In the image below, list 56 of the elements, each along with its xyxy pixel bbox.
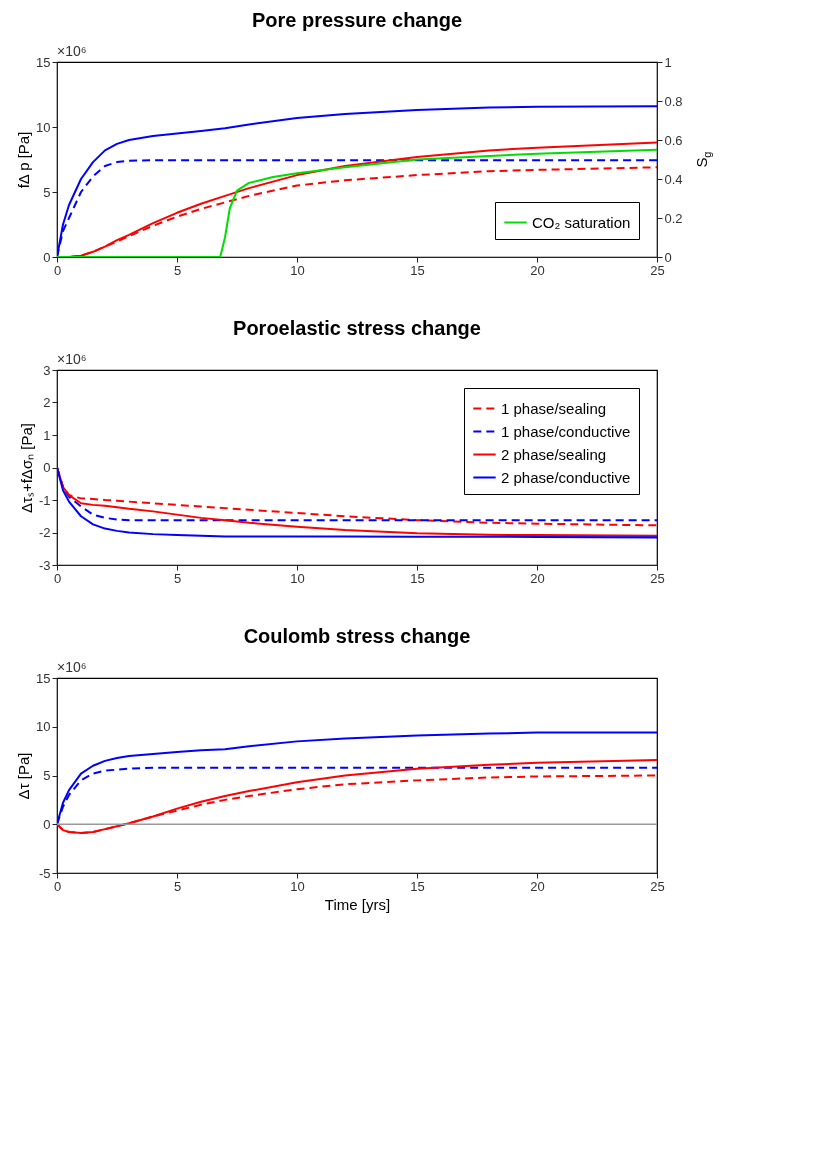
x-tick-label: 5	[173, 878, 182, 894]
x-tick-label: 20	[530, 878, 545, 894]
legend-label: 2 phase/conductive	[501, 468, 631, 486]
x-tick-label: 0	[53, 262, 62, 278]
x-tick-label: 5	[173, 262, 182, 278]
y-axis-title: fΔ p [Pa]	[15, 131, 33, 189]
y-tick-label: 0	[43, 249, 51, 265]
y2-tick-label: 0.8	[664, 93, 683, 109]
y2-tick-label: 0	[664, 249, 672, 265]
chart-title: Pore pressure change	[251, 9, 463, 31]
legend-label: 2 phase/sealing	[501, 445, 607, 463]
y2-tick-label: 1	[664, 54, 672, 70]
chart-title: Coulomb stress change	[243, 625, 471, 647]
legend-label: 1 phase/conductive	[501, 422, 631, 440]
y-tick-label: 2	[43, 395, 51, 410]
x-tick-label: 25	[650, 262, 665, 278]
legend-label: 1 phase/sealing	[501, 399, 607, 417]
y-tick-label: 1	[43, 427, 51, 443]
text: ×10⁶	[57, 659, 87, 675]
y-tick-label: 0	[43, 460, 51, 475]
y-tick-label: -5	[38, 865, 51, 881]
x-tick-label: 15	[410, 570, 425, 586]
x-tick-label: 25	[650, 878, 665, 894]
y-tick-label: 0	[43, 816, 51, 832]
text: ×10⁶	[57, 43, 87, 59]
x-tick-label: 10	[290, 262, 305, 278]
y-tick-label: -2	[38, 525, 51, 540]
x-tick-label: 20	[530, 570, 545, 586]
chart-title: Poroelastic stress change	[233, 317, 481, 339]
x-axis-title: Time [yrs]	[324, 895, 391, 913]
y-tick-label: 10	[36, 119, 51, 135]
y-tick-label: 15	[36, 670, 51, 686]
y2-tick-label: 0.2	[664, 210, 683, 226]
y-tick-label: 15	[36, 54, 51, 70]
legend-label: CO₂ saturation	[532, 213, 631, 231]
x-tick-label: 25	[650, 570, 665, 586]
y-axis-title: Δτ [Pa]	[15, 752, 33, 800]
x-tick-label: 15	[410, 262, 425, 278]
y-tick-label: 3	[43, 362, 51, 378]
x-tick-label: 20	[530, 262, 545, 278]
x-tick-label: 0	[53, 570, 62, 586]
x-tick-label: 10	[290, 570, 305, 586]
text: ×10⁶	[57, 351, 87, 367]
y2-tick-label: 0.4	[664, 171, 683, 187]
y2-axis-title: Sg	[693, 151, 713, 168]
x-tick-label: 10	[290, 878, 305, 894]
x-tick-label: 0	[53, 878, 62, 894]
y-axis-title: Δτₛ+fΔσₙ [Pa]	[17, 423, 35, 513]
x-tick-label: 5	[173, 570, 182, 586]
y2-tick-label: 0.6	[664, 132, 683, 148]
y-tick-label: 10	[36, 719, 51, 735]
y-tick-label: 5	[43, 768, 51, 783]
y-tick-label: -1	[38, 492, 51, 508]
y-tick-label: 5	[43, 184, 51, 200]
y-tick-label: -3	[38, 557, 51, 573]
x-tick-label: 15	[410, 878, 425, 894]
